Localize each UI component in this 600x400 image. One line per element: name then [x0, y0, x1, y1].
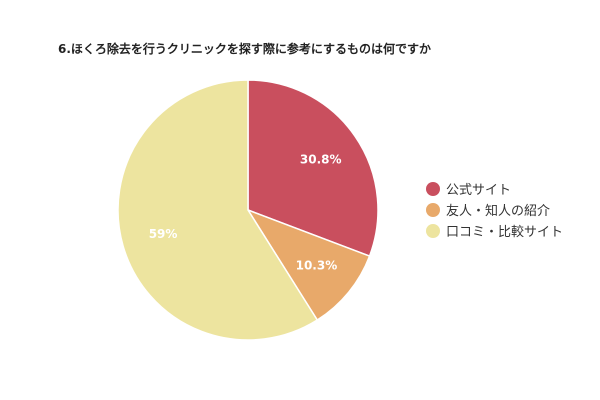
legend-label: 友人・知人の紹介: [446, 204, 551, 219]
legend-item-review-site[interactable]: 口コミ・比較サイト: [426, 220, 563, 241]
legend-swatch: [426, 181, 440, 196]
legend-swatch: [426, 202, 440, 217]
legend-label: 公式サイト: [446, 183, 512, 198]
legend-item-friend-referral[interactable]: 友人・知人の紹介: [426, 199, 563, 220]
legend-swatch: [426, 223, 440, 238]
legend: 公式サイト 友人・知人の紹介 口コミ・比較サイト: [426, 178, 563, 241]
slice-friend-referral[interactable]: [246, 208, 371, 322]
slice-official-site[interactable]: [247, 79, 379, 258]
legend-label: 口コミ・比較サイト: [446, 225, 564, 240]
slice-value-label: 10.3%: [296, 258, 338, 272]
slice-value-label: 30.8%: [300, 152, 342, 166]
legend-item-official-site[interactable]: 公式サイト: [426, 178, 563, 199]
chart-title: 6.ほくろ除去を行うクリニックを探す際に参考にするものは何ですか: [58, 42, 432, 56]
slice-review-site[interactable]: [117, 79, 319, 341]
slice-value-label: 59%: [149, 227, 178, 241]
